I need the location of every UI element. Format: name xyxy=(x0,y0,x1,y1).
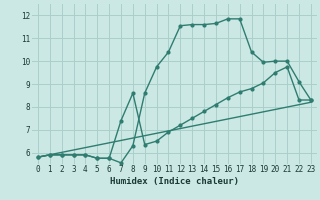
X-axis label: Humidex (Indice chaleur): Humidex (Indice chaleur) xyxy=(110,177,239,186)
